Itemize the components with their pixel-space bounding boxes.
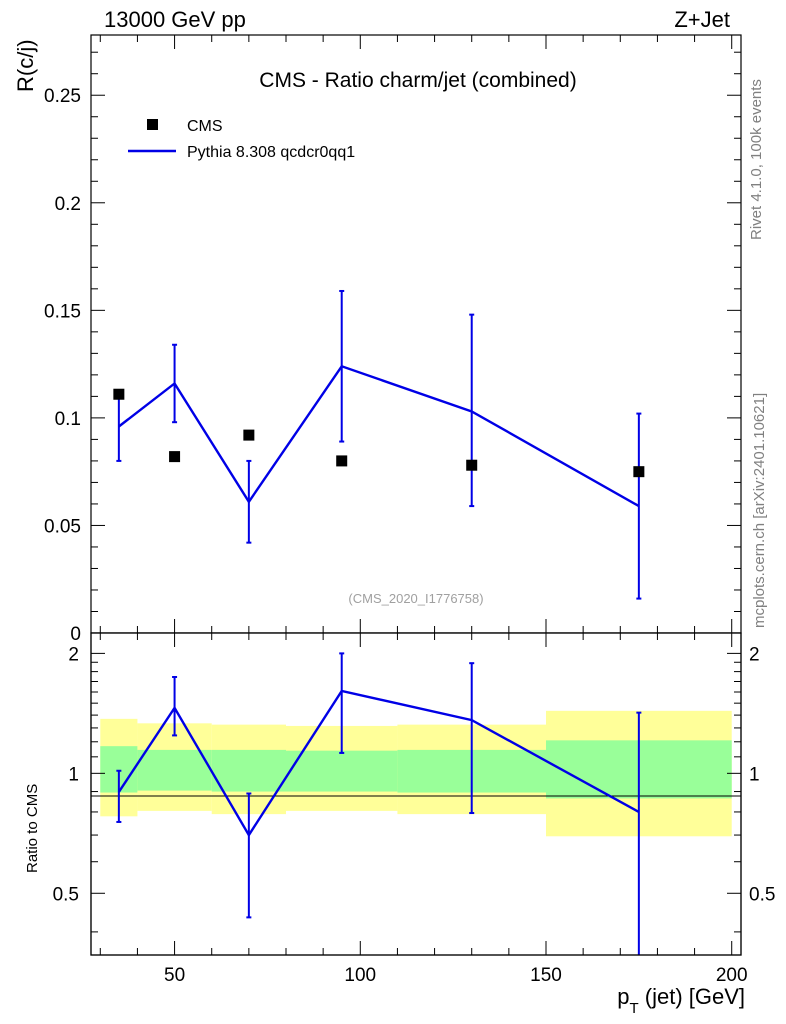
ratio-ylabel: Ratio to CMS <box>24 784 41 873</box>
x-tick-label: 150 <box>530 965 562 986</box>
main-marks <box>113 289 645 600</box>
ratio-y-tick-label: 2 <box>68 644 79 665</box>
ratio-axes: 0.5 0.5 1 1 2 2 50 100 150 200 <box>53 633 775 986</box>
ratio-y-tick-label-right: 0.5 <box>749 884 775 905</box>
cms-data-point <box>466 459 478 471</box>
mc-line <box>118 364 640 508</box>
ratio-panel: 0.5 0.5 1 1 2 2 50 100 150 200 Ratio to CMS pT (j… <box>24 632 775 1017</box>
ratio-y-tick-label: 1 <box>68 764 79 785</box>
main-y-tick-label: 0.15 <box>44 301 81 322</box>
legend-mc-label: Pythia 8.308 qcdcr0qq1 <box>187 144 355 161</box>
main-y-tick-label: 0.2 <box>55 194 81 215</box>
x-axis-label: pT (jet) [GeV] <box>617 984 745 1017</box>
analysis-id: (CMS_2020_I1776758) <box>348 591 483 606</box>
uncertainty-band-inner <box>211 749 286 792</box>
legend: CMS Pythia 8.308 qcdcr0qq1 <box>128 118 355 161</box>
ratio-y-tick-label-right: 2 <box>749 644 760 665</box>
uncertainty-band-inner <box>286 750 398 792</box>
cms-data-point <box>113 388 125 400</box>
rivet-version-note: Rivet 4.1.0, 100k events <box>748 79 765 240</box>
main-plot-frame <box>90 34 742 634</box>
mcplots-note: mcplots.cern.ch [arXiv:2401.10621] <box>751 393 768 628</box>
legend-data-marker <box>147 119 158 130</box>
main-panel: 0 0.05 0.1 0.15 0.2 0.25 CMS - Ratio charm/je… <box>13 34 742 645</box>
main-ylabel: R(c/j) <box>13 39 38 92</box>
cms-data-point <box>243 429 255 441</box>
main-y-tick-label: 0 <box>70 624 81 645</box>
cms-data-point <box>336 455 348 467</box>
main-title: CMS - Ratio charm/jet (combined) <box>259 69 576 92</box>
cms-data-point <box>633 466 645 478</box>
cms-data-point <box>169 451 181 463</box>
main-y-tick-label: 0.05 <box>44 516 81 537</box>
ratio-mc-line <box>117 689 640 838</box>
main-y-tick-label: 0.25 <box>44 86 81 107</box>
process-label: Z+Jet <box>674 7 730 32</box>
ratio-y-tick-label: 0.5 <box>53 884 79 905</box>
main-axes: 0 0.05 0.1 0.15 0.2 0.25 <box>44 35 741 645</box>
main-y-tick-label: 0.1 <box>55 409 81 430</box>
x-tick-label: 50 <box>164 965 185 986</box>
legend-data-label: CMS <box>187 118 223 135</box>
ratio-marks <box>116 652 642 955</box>
beam-energy-label: 13000 GeV pp <box>104 7 246 32</box>
ratio-plot-frame-outline <box>90 632 742 956</box>
x-tick-label: 200 <box>716 965 748 986</box>
x-tick-label: 100 <box>344 965 376 986</box>
ratio-y-tick-label-right: 1 <box>749 764 760 785</box>
uncertainty-band-inner <box>137 749 212 791</box>
